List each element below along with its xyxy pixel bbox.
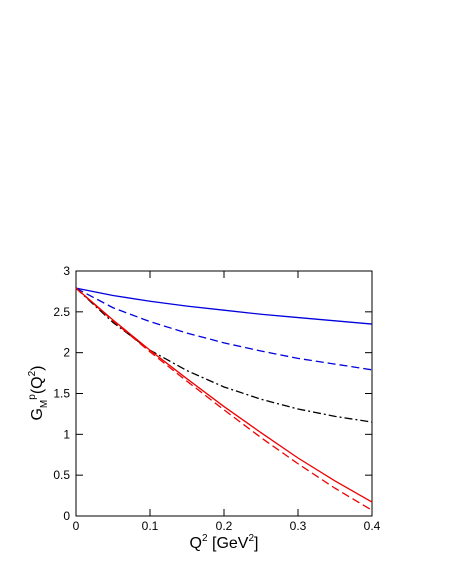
x-label-part: ] bbox=[254, 535, 258, 552]
series-line bbox=[75, 287, 373, 325]
y-label-part: ) bbox=[29, 365, 46, 370]
series-line bbox=[75, 287, 373, 371]
y-label-part: G bbox=[29, 408, 46, 420]
series-line bbox=[75, 287, 373, 511]
y-axis-label: GMp(Q2) bbox=[27, 365, 50, 420]
x-label-part: [GeV bbox=[208, 535, 249, 552]
y-label-part: (Q bbox=[29, 376, 46, 394]
x-tick-label: 0.4 bbox=[364, 519, 381, 533]
y-label-part: p bbox=[27, 394, 38, 400]
x-tick-label: 0.3 bbox=[290, 519, 307, 533]
x-label-part: Q bbox=[190, 535, 202, 552]
y-tick-label: 2 bbox=[63, 346, 70, 360]
x-label-part: 2 bbox=[202, 533, 208, 544]
y-tick-label: 0 bbox=[63, 509, 70, 523]
y-label-part: 2 bbox=[27, 370, 38, 376]
series-line bbox=[75, 287, 373, 423]
y-tick-label: 0.5 bbox=[53, 468, 70, 482]
series-line bbox=[75, 287, 373, 503]
y-tick-label: 2.5 bbox=[53, 305, 70, 319]
y-label-part: M bbox=[39, 400, 50, 408]
y-tick-label: 1 bbox=[63, 427, 70, 441]
y-tick-label: 1.5 bbox=[53, 387, 70, 401]
x-tick-label: 0 bbox=[73, 519, 80, 533]
x-tick-label: 0.2 bbox=[216, 519, 233, 533]
x-axis-label: Q2 [GeV2] bbox=[190, 533, 259, 552]
x-label-part: 2 bbox=[248, 533, 254, 544]
x-tick-label: 0.1 bbox=[142, 519, 159, 533]
y-tick-label: 3 bbox=[63, 264, 70, 278]
plot-frame bbox=[75, 270, 373, 517]
